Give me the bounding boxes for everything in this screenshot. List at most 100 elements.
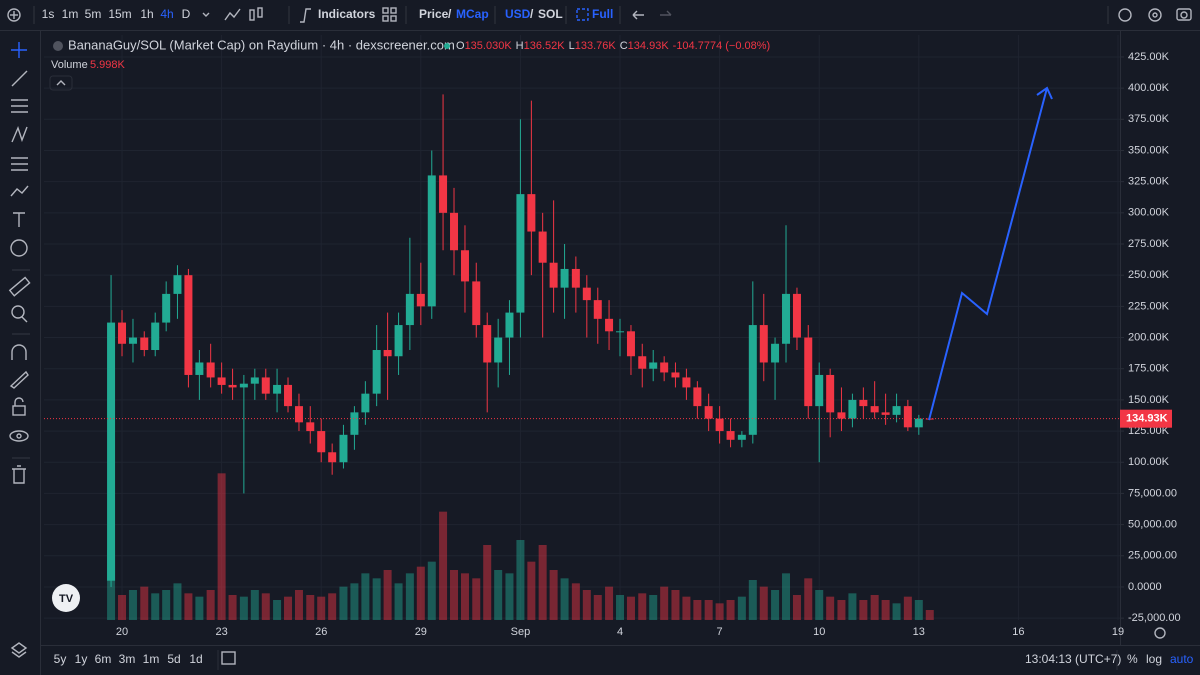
candle-body: [284, 384, 293, 407]
x-tick-label: Sep: [511, 626, 531, 638]
candle-body: [450, 212, 459, 251]
candle-body: [173, 275, 182, 294]
volume-bar: [903, 596, 912, 620]
volume-bar: [859, 600, 868, 620]
volume-bar: [527, 561, 536, 620]
candle-body: [660, 362, 669, 373]
volume-bar: [405, 573, 414, 620]
calendar-icon: [221, 651, 236, 665]
range-button[interactable]: 3m: [119, 652, 136, 666]
candle-body: [748, 325, 757, 435]
interval-button[interactable]: D: [182, 7, 191, 21]
range-button[interactable]: 1m: [143, 652, 160, 666]
candle-body: [306, 422, 315, 432]
candle-body: [538, 231, 547, 263]
candle-body: [892, 406, 901, 415]
candle-body: [638, 356, 647, 369]
volume-bar: [759, 586, 768, 620]
volume-bar: [361, 573, 370, 620]
candle-body: [261, 377, 270, 394]
y-tick-label: 400.00K: [1128, 82, 1170, 94]
candle-body: [903, 406, 912, 428]
volume-bar: [815, 590, 824, 620]
volume-bar: [660, 586, 669, 620]
range-button[interactable]: 6m: [95, 652, 112, 666]
candle-body: [848, 399, 857, 419]
candle-body: [593, 300, 602, 319]
candle-body: [737, 434, 746, 440]
volume-bar: [494, 570, 503, 620]
volume-bar: [328, 593, 337, 620]
candle-body: [350, 412, 359, 435]
volume-bar: [516, 540, 525, 620]
symbol-icon: [53, 41, 63, 51]
volume-bar: [372, 578, 381, 620]
y-tick-label: 50,000.00: [1128, 519, 1177, 531]
ohlc-key: C: [620, 40, 628, 52]
interval-button[interactable]: 4h: [160, 7, 173, 21]
volume-bar: [383, 570, 392, 620]
interval-button[interactable]: 1m: [62, 7, 79, 21]
price-toggle[interactable]: Price: [419, 7, 449, 21]
candle-body: [671, 372, 680, 378]
candle-body: [527, 194, 536, 232]
y-tick-label: 175.00K: [1128, 363, 1170, 375]
volume-bar: [306, 595, 315, 620]
candle-body: [317, 431, 326, 453]
range-button[interactable]: 5d: [167, 652, 180, 666]
candle-body: [571, 268, 580, 288]
candle-body: [881, 412, 890, 415]
volume-bar: [427, 561, 436, 620]
log-toggle[interactable]: log: [1146, 652, 1162, 666]
left-icons: [8, 42, 31, 658]
indicators-button[interactable]: Indicators: [318, 7, 376, 21]
range-button[interactable]: 5y: [54, 652, 67, 666]
volume-bar: [483, 545, 492, 620]
volume-bar: [848, 593, 857, 620]
volume-bar: [715, 603, 724, 620]
collapse-button[interactable]: [49, 75, 73, 91]
mcap-toggle[interactable]: MCap: [456, 7, 489, 21]
volume-bar: [792, 595, 801, 620]
y-tick-label: 300.00K: [1128, 207, 1170, 219]
sol-toggle[interactable]: SOL: [538, 7, 563, 21]
volume-bar: [649, 595, 658, 620]
candle-body: [140, 337, 149, 351]
candle-body: [516, 194, 525, 313]
tv-logo-mark: TV: [59, 593, 74, 605]
candle-body: [626, 331, 635, 357]
y-tick-label: 125.00K: [1128, 425, 1170, 437]
candle-body: [505, 312, 514, 338]
candle-body: [128, 337, 137, 344]
candle-body: [206, 362, 215, 378]
interval-button[interactable]: 1s: [42, 7, 55, 21]
candle-body: [294, 406, 303, 423]
full-toggle[interactable]: Full: [592, 7, 613, 21]
volume-bar: [671, 590, 680, 620]
volume-bar: [394, 583, 403, 620]
range-button[interactable]: 1d: [189, 652, 202, 666]
interval-button[interactable]: 5m: [85, 7, 102, 21]
volume-bar: [571, 583, 580, 620]
volume-bar: [317, 596, 326, 620]
volume-bar: [771, 590, 780, 620]
interval-button[interactable]: 15m: [108, 7, 131, 21]
percent-toggle[interactable]: %: [1127, 652, 1138, 666]
candle-body: [460, 250, 469, 282]
separator: /: [530, 7, 534, 21]
candle-body: [715, 418, 724, 432]
volume-bar: [605, 586, 614, 620]
y-tick-label: 100.00K: [1128, 456, 1170, 468]
y-tick-label: 150.00K: [1128, 394, 1170, 406]
volume-bar: [195, 596, 204, 620]
candle-body: [804, 337, 813, 407]
usd-toggle[interactable]: USD: [505, 7, 531, 21]
ohlc-key: L: [569, 40, 575, 52]
volume-bar: [549, 570, 558, 620]
auto-toggle[interactable]: auto: [1170, 652, 1194, 666]
candle-body: [228, 384, 237, 388]
range-button[interactable]: 1y: [75, 652, 88, 666]
ohlc-value: 133.76K: [575, 40, 617, 52]
volume-bar: [870, 595, 879, 620]
interval-button[interactable]: 1h: [140, 7, 153, 21]
